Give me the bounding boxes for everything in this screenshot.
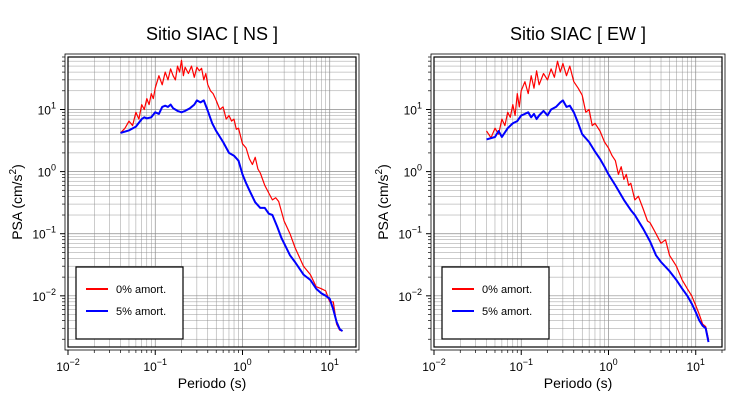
y-tick-label-base: 10 [398, 228, 412, 242]
series-line-0pct [120, 59, 343, 332]
x-tick-label-base: 10 [143, 360, 157, 374]
y-tick-label-exp: 0 [51, 163, 56, 173]
legend-label: 0% amort. [116, 284, 166, 296]
series-line-0pct [485, 60, 710, 340]
y-tick-label-exp: −2 [412, 287, 422, 297]
x-axis-label: Periodo (s) [178, 375, 246, 391]
y-tick-label: 101 [38, 100, 56, 117]
plot-frame [433, 56, 723, 348]
x-tick-label: 101 [321, 357, 339, 374]
y-axis-label: PSA (cm/s2) [374, 164, 391, 240]
y-tick-label: 100 [404, 163, 422, 180]
series-group [485, 60, 710, 343]
legend-box [75, 266, 184, 340]
x-tick-label-base: 10 [56, 360, 70, 374]
legend: 0% amort. 5% amort. [441, 266, 550, 340]
y-tick-label-base: 10 [32, 290, 46, 304]
legend-label: 5% amort. [482, 306, 532, 318]
x-tick-label-exp: 1 [334, 357, 339, 367]
y-tick-label-exp: 1 [417, 100, 422, 110]
y-tick-label-base: 10 [38, 103, 52, 117]
y-tick-label-base: 10 [398, 290, 412, 304]
x-axis-label: Periodo (s) [544, 375, 612, 391]
y-tick-label-exp: 1 [51, 100, 56, 110]
y-axis-label: PSA (cm/s2) [8, 164, 25, 240]
x-tick-label-base: 10 [321, 360, 335, 374]
x-tick-label: 10−2 [56, 357, 80, 374]
chart-title: Sitio SIAC [ NS ] [146, 24, 278, 44]
y-tick-label: 10−2 [32, 287, 56, 304]
y-tick-label-base: 10 [38, 166, 52, 180]
y-tick-label: 10−1 [398, 225, 422, 242]
y-tick-label-base: 10 [404, 166, 418, 180]
x-tick-label: 100 [233, 357, 251, 374]
y-tick-label-exp: 0 [417, 163, 422, 173]
x-tick-label-exp: 0 [247, 357, 252, 367]
y-tick-label: 10−2 [398, 287, 422, 304]
legend-label: 0% amort. [482, 284, 532, 296]
y-tick-label-base: 10 [404, 103, 418, 117]
y-tick-label: 10−1 [32, 225, 56, 242]
y-axis-label-base: PSA (cm/s [9, 174, 25, 239]
legend: 0% amort. 5% amort. [75, 266, 184, 340]
legend-label: 5% amort. [116, 306, 166, 318]
y-tick-label-exp: −1 [412, 225, 422, 235]
series-group [120, 59, 344, 332]
x-tick-label-exp: −2 [70, 357, 80, 367]
plot-frame-outer [430, 53, 726, 351]
y-tick-label-base: 10 [32, 228, 46, 242]
x-tick-label: 10−1 [143, 357, 167, 374]
series-line-5pct [120, 99, 344, 332]
x-tick-label: 10−2 [422, 357, 446, 374]
plot-frame-outer [64, 53, 360, 351]
y-axis-label-exp: 2 [8, 168, 19, 174]
x-tick-label-exp: −1 [523, 357, 533, 367]
x-tick-label: 100 [599, 357, 617, 374]
series-line-5pct [486, 99, 710, 343]
chart-title: Sitio SIAC [ EW ] [510, 24, 646, 44]
x-tick-label-exp: −2 [436, 357, 446, 367]
legend-box [441, 266, 550, 340]
y-axis-label-exp: 2 [374, 168, 385, 174]
y-tick-label-exp: −1 [46, 225, 56, 235]
x-tick-label-base: 10 [687, 360, 701, 374]
x-tick-label: 101 [687, 357, 705, 374]
x-tick-label-exp: 1 [700, 357, 705, 367]
y-tick-label-exp: −2 [46, 287, 56, 297]
x-tick-label: 10−1 [509, 357, 533, 374]
x-tick-label-exp: −1 [157, 357, 167, 367]
x-tick-label-base: 10 [233, 360, 247, 374]
x-tick-label-base: 10 [509, 360, 523, 374]
x-tick-label-base: 10 [422, 360, 436, 374]
y-axis-label-close: ) [375, 164, 391, 169]
x-tick-label-exp: 0 [613, 357, 618, 367]
y-tick-label: 101 [404, 100, 422, 117]
plot-frame [67, 56, 357, 348]
y-axis-label-base: PSA (cm/s [375, 174, 391, 239]
x-tick-label-base: 10 [599, 360, 613, 374]
y-axis-label-close: ) [9, 164, 25, 169]
y-tick-label: 100 [38, 163, 56, 180]
